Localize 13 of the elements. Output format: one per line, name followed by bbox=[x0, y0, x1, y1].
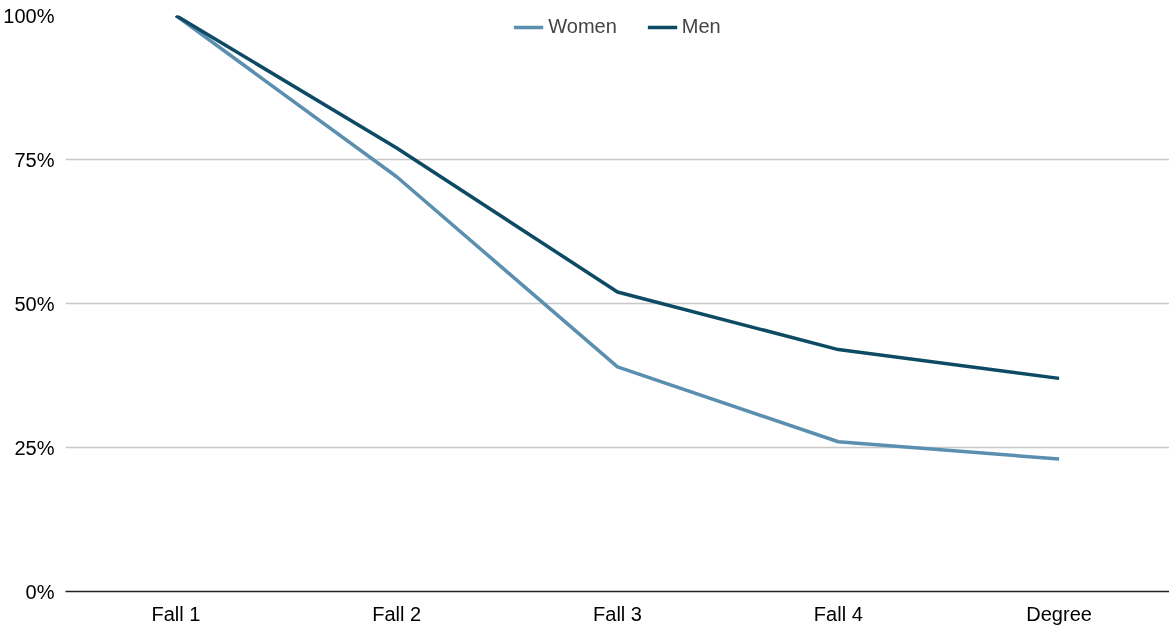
x-tick-label: Fall 4 bbox=[813, 602, 863, 625]
line-series bbox=[174, 15, 1061, 381]
x-tick-label: Fall 2 bbox=[372, 602, 422, 625]
x-tick-label: Degree bbox=[1026, 602, 1092, 625]
legend-label: Women bbox=[548, 15, 617, 38]
y-tick-label: 75% bbox=[14, 148, 55, 171]
y-tick-label: 100% bbox=[3, 4, 55, 27]
x-tick-label: Fall 1 bbox=[151, 602, 201, 625]
x-tick-label: Fall 3 bbox=[593, 602, 642, 625]
legend-label: Men bbox=[681, 15, 721, 38]
y-tick-label: 0% bbox=[25, 580, 55, 603]
y-tick-label: 50% bbox=[14, 292, 55, 315]
y-tick-label: 25% bbox=[14, 436, 55, 459]
